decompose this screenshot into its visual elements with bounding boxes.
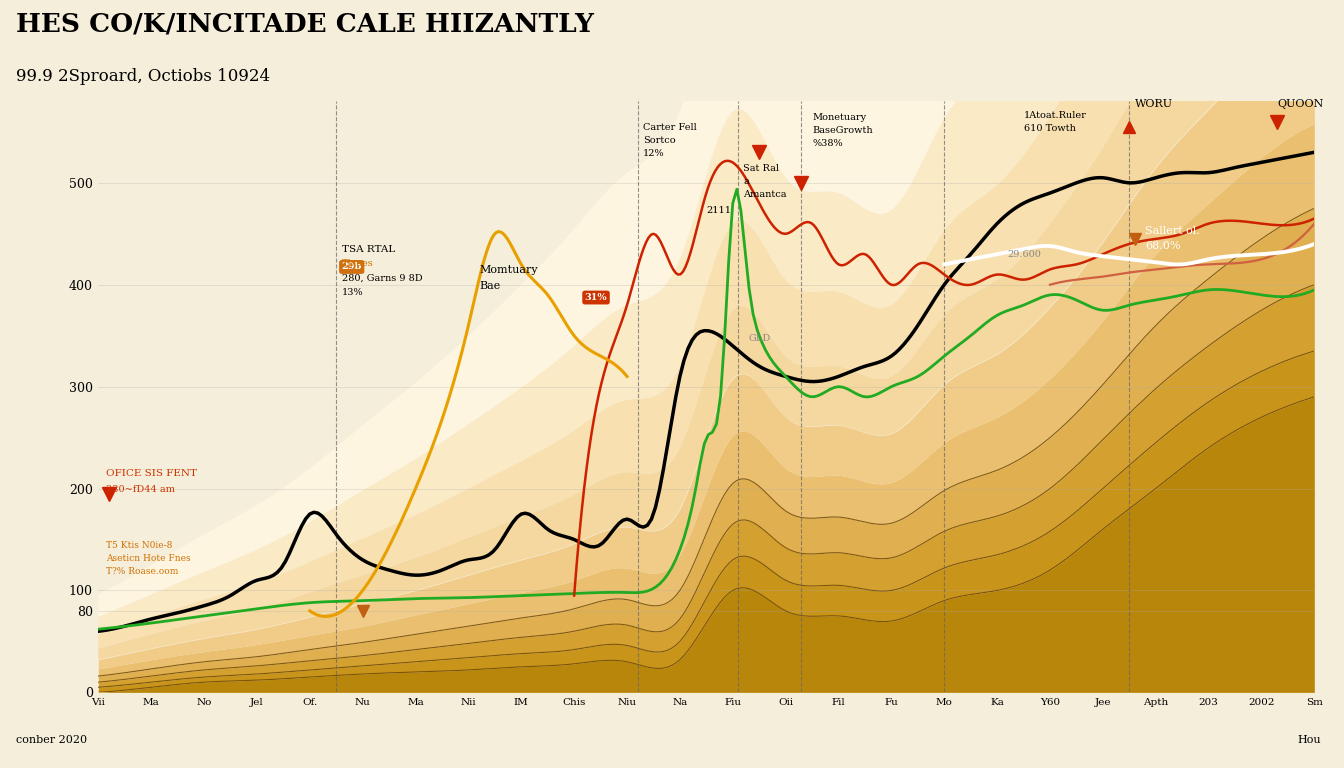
Text: OFICE SIS FENT: OFICE SIS FENT xyxy=(106,469,198,478)
Text: Momtuary: Momtuary xyxy=(478,264,538,274)
Text: 12%: 12% xyxy=(642,150,664,158)
Text: Monetuary: Monetuary xyxy=(812,113,866,121)
Text: Hou: Hou xyxy=(1297,736,1321,746)
Text: Sallert ol.: Sallert ol. xyxy=(1145,226,1200,236)
Text: 610 Towth: 610 Towth xyxy=(1024,124,1075,133)
Text: QUOON: QUOON xyxy=(1277,100,1324,110)
Text: %38%: %38% xyxy=(812,139,843,148)
Text: HES CO/K/INCITADE CALE HIIZANTLY: HES CO/K/INCITADE CALE HIIZANTLY xyxy=(16,12,594,37)
Text: Sortco: Sortco xyxy=(642,136,676,145)
Text: Carter Fell: Carter Fell xyxy=(642,123,696,132)
Text: 31%: 31% xyxy=(585,293,607,302)
Text: Bae: Bae xyxy=(478,281,500,291)
Text: 68.0%: 68.0% xyxy=(1145,241,1180,251)
Text: 2111: 2111 xyxy=(707,207,731,216)
Text: WORU: WORU xyxy=(1134,100,1172,110)
Text: BaseGrowth: BaseGrowth xyxy=(812,126,872,135)
Text: 1Atoat.Ruler: 1Atoat.Ruler xyxy=(1024,111,1086,120)
Text: GLD: GLD xyxy=(749,334,771,343)
Text: Aseticn Hote Fnes: Aseticn Hote Fnes xyxy=(106,554,191,563)
Text: 99.9 2Sproard, Octiobs 10924: 99.9 2Sproard, Octiobs 10924 xyxy=(16,68,270,84)
Text: Tlxees: Tlxees xyxy=(341,260,374,269)
Text: conber 2020: conber 2020 xyxy=(16,736,87,746)
Text: Sat Ral: Sat Ral xyxy=(743,164,780,173)
Text: 29.600: 29.600 xyxy=(1008,250,1042,260)
Text: 280, Garns 9 8D: 280, Garns 9 8D xyxy=(341,273,422,283)
Text: T?% Roase.oom: T?% Roase.oom xyxy=(106,568,179,576)
Text: 230~fD44 am: 230~fD44 am xyxy=(106,485,175,494)
Text: 29b: 29b xyxy=(341,263,362,271)
Text: TSA RTAL: TSA RTAL xyxy=(341,245,395,254)
Text: 13%: 13% xyxy=(341,288,363,297)
Text: Amantca: Amantca xyxy=(743,190,786,199)
Text: T5 Ktis N0ie-8: T5 Ktis N0ie-8 xyxy=(106,541,172,550)
Text: a: a xyxy=(743,177,749,186)
